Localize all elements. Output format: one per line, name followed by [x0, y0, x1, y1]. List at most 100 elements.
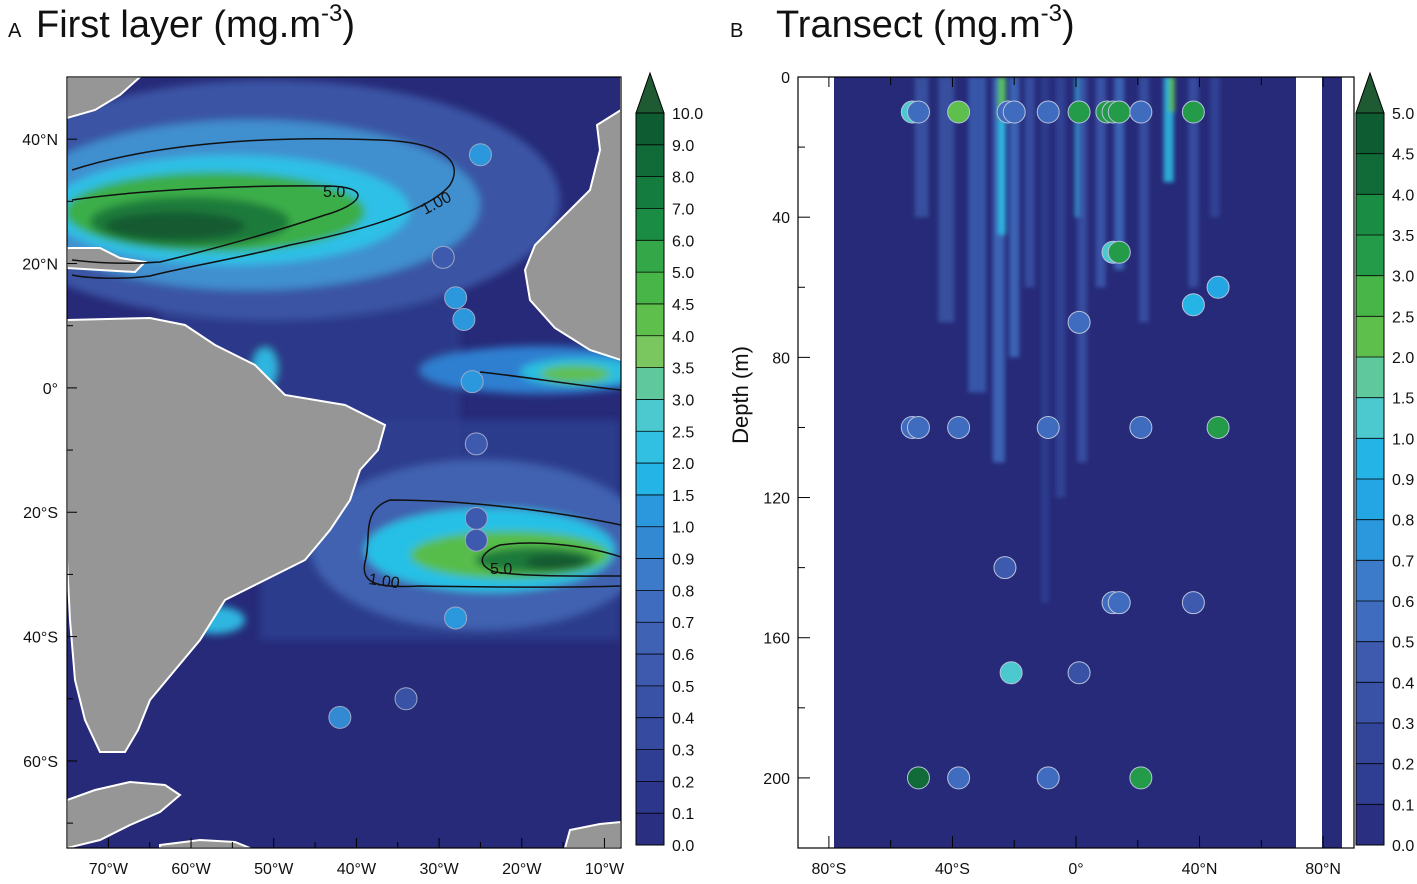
- sample-marker: [1107, 100, 1131, 124]
- sample-marker: [1206, 415, 1230, 439]
- station-marker: [468, 143, 492, 167]
- b-colorbar-label: 0.0: [1392, 838, 1414, 855]
- a-colorbar-label: 0.6: [672, 647, 694, 664]
- a-colorbar-label: 0.9: [672, 552, 694, 569]
- lat-label: 80°S: [811, 861, 846, 878]
- contour-1-north: [71, 138, 455, 279]
- caribbean: [67, 247, 148, 274]
- b-colorbar-swatch: [1356, 275, 1384, 317]
- station-marker: [452, 307, 476, 331]
- depth-axis-title: Depth (m): [728, 346, 753, 444]
- a-colorbar-swatch: [636, 272, 664, 304]
- a-colorbar-swatch: [636, 590, 664, 623]
- b-colorbar-label: 2.5: [1392, 309, 1414, 326]
- lon-label: 20°W: [502, 861, 542, 878]
- lon-label: 60°W: [171, 861, 211, 878]
- samples-b: [900, 100, 1230, 790]
- station-marker: [464, 506, 488, 530]
- lat-label: 60°S: [23, 754, 58, 771]
- station-marker: [394, 687, 418, 711]
- lat-label: 0°: [1068, 861, 1083, 878]
- field-streak: [1168, 77, 1175, 113]
- b-colorbar-swatch: [1356, 560, 1384, 601]
- b-colorbar-swatch: [1356, 723, 1384, 764]
- a-colorbar-swatch: [636, 240, 664, 273]
- lat-label: 80°N: [1305, 861, 1341, 878]
- sample-marker: [947, 766, 971, 790]
- sample-marker: [1107, 591, 1131, 615]
- lon-label: 50°W: [254, 861, 294, 878]
- sample-marker: [947, 415, 971, 439]
- a-colorbar-label: 1.5: [672, 488, 694, 505]
- a-colorbar-label: 3.5: [672, 361, 694, 378]
- south-america: [67, 316, 387, 753]
- a-colorbar-swatch: [636, 717, 664, 750]
- a-colorbar-label: 4.0: [672, 329, 694, 346]
- depth-label: 160: [763, 631, 790, 648]
- sample-marker: [1002, 100, 1026, 124]
- b-colorbar-label: 1.5: [1392, 391, 1414, 408]
- a-colorbar-swatch: [636, 494, 664, 527]
- axes-a: 40°N 20°N 0° 20°S 40°S 60°S 70°W 60°W 50°W 40°W 30…: [22, 132, 625, 878]
- contour-5-south: [481, 542, 621, 577]
- colorbar-b: 5.0 4.5 4.0 3.5 3.0 2.5 2.0 1.5 1.0 0.9 0.8 0.7 0.6 0…: [1355, 71, 1414, 855]
- contour-5-north: [71, 185, 359, 265]
- field-streak: [1024, 77, 1035, 288]
- sample-marker: [1206, 275, 1230, 299]
- a-colorbar-label: 7.0: [672, 201, 694, 218]
- a-colorbar-swatch: [636, 113, 664, 145]
- depth-label: 120: [763, 491, 790, 508]
- b-colorbar-swatch: [1356, 316, 1384, 357]
- field-streak: [1077, 77, 1088, 463]
- field-streak: [1009, 77, 1020, 358]
- b-colorbar-label: 0.5: [1392, 635, 1414, 652]
- a-colorbar-label: 3.0: [672, 392, 694, 409]
- field-streak: [997, 77, 1006, 120]
- contour-1-south: [363, 499, 621, 588]
- b-colorbar-frame: [1355, 112, 1385, 846]
- a-colorbar-swatch: [636, 622, 664, 655]
- sample-marker: [1036, 766, 1060, 790]
- a-colorbar-label: 4.5: [672, 297, 694, 314]
- field-streak: [968, 77, 987, 393]
- b-colorbar-label: 1.0: [1392, 431, 1414, 448]
- contour-label: 1.00: [367, 571, 400, 592]
- sample-marker: [1107, 240, 1131, 264]
- a-colorbar-label: 0.2: [672, 774, 694, 791]
- sample-marker: [999, 661, 1023, 685]
- transect-plot: [798, 77, 1354, 848]
- a-colorbar-swatch: [636, 526, 664, 559]
- b-colorbar-label: 3.5: [1392, 228, 1414, 245]
- sample-marker: [1067, 661, 1091, 685]
- antarctica-west: [67, 780, 182, 848]
- station-marker: [464, 528, 488, 552]
- lat-label: 20°S: [23, 505, 58, 522]
- depth-label: 200: [763, 771, 790, 788]
- sample-marker: [1129, 766, 1153, 790]
- africa: [523, 77, 621, 362]
- lon-label: 40°W: [337, 861, 377, 878]
- transect-field: [914, 77, 1220, 603]
- b-colorbar-label: 0.9: [1392, 472, 1414, 489]
- lat-label: 20°N: [22, 257, 58, 274]
- sample-marker: [993, 556, 1017, 580]
- sample-marker: [1067, 100, 1091, 124]
- a-colorbar-swatch: [636, 558, 664, 591]
- panel-b: B Transect (mg.m-3) 0 40 80 120 160 200 80°S 40…: [728, 0, 1414, 878]
- a-colorbar-swatch: [636, 303, 664, 336]
- a-colorbar-label: 2.0: [672, 456, 694, 473]
- b-colorbar-swatch: [1356, 601, 1384, 642]
- contours-a: [71, 138, 621, 588]
- station-marker: [464, 432, 488, 456]
- field-streak: [1188, 77, 1199, 288]
- field-streak: [1138, 77, 1149, 323]
- b-colorbar-swatch: [1356, 194, 1384, 235]
- b-colorbar-swatch: [1356, 153, 1384, 195]
- field-streak: [914, 77, 929, 218]
- b-colorbar-label: 0.1: [1392, 797, 1414, 814]
- a-colorbar-swatch: [636, 176, 664, 209]
- b-colorbar-swatch: [1356, 641, 1384, 683]
- a-colorbar-label: 2.5: [672, 424, 694, 441]
- depth-label: 80: [772, 350, 790, 367]
